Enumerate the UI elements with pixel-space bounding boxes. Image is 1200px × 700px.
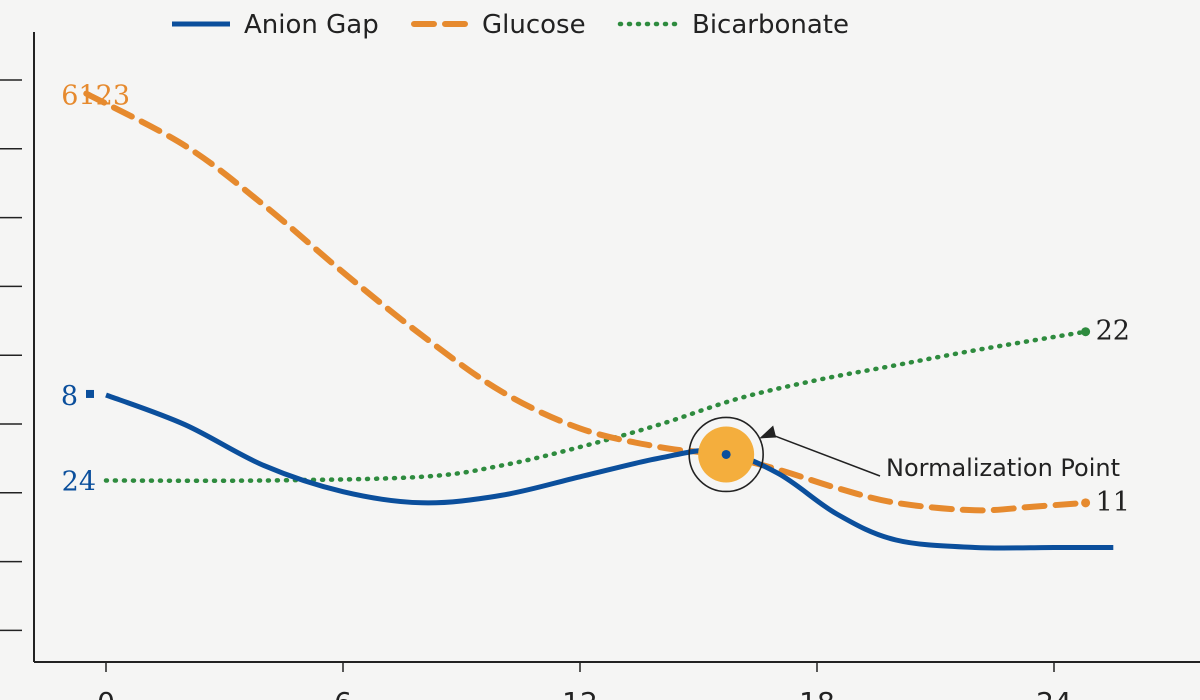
data-label: 11 bbox=[1096, 487, 1130, 518]
series-line-glucose bbox=[83, 90, 1089, 514]
data-label: 6123 bbox=[61, 81, 130, 112]
annotation-pointer-line bbox=[767, 432, 881, 477]
normalization-center-dot bbox=[721, 449, 731, 459]
x-tick-label: 18 bbox=[799, 686, 835, 700]
annotation-arrowhead bbox=[759, 425, 777, 439]
x-tick-label: 24 bbox=[1036, 686, 1072, 700]
x-tick-label: 6 bbox=[334, 686, 352, 700]
data-label: 8 bbox=[61, 381, 78, 412]
legend-label-bicarbonate: Bicarbonate bbox=[692, 10, 849, 40]
legend: Anion Gap Glucose Bicarbonate bbox=[172, 10, 849, 40]
legend-label-glucose: Glucose bbox=[482, 10, 586, 40]
x-tick-label: 0 bbox=[97, 686, 115, 700]
data-label: 24 bbox=[62, 467, 96, 498]
data-label: 22 bbox=[1096, 316, 1130, 347]
normalization-ring bbox=[688, 416, 764, 493]
normalization-annotation: Normalization Point bbox=[688, 416, 1120, 493]
bicarbonate-end-point bbox=[1081, 327, 1091, 337]
annotation-label: Normalization Point bbox=[886, 454, 1120, 482]
series-line-bicarbonate bbox=[103, 329, 1088, 484]
axes bbox=[0, 32, 1200, 663]
x-tick-label: 12 bbox=[562, 686, 598, 700]
data-labels: 6123 8 24 22 11 bbox=[61, 81, 1130, 518]
x-axis-ticks: 0 6 12 18 24 bbox=[97, 662, 1072, 700]
series-line-anion-gap bbox=[105, 392, 1114, 551]
anion-gap-start-marker bbox=[86, 389, 94, 398]
glucose-end-point bbox=[1081, 498, 1091, 508]
legend-label-anion-gap: Anion Gap bbox=[244, 10, 379, 40]
series-lines bbox=[83, 90, 1114, 551]
